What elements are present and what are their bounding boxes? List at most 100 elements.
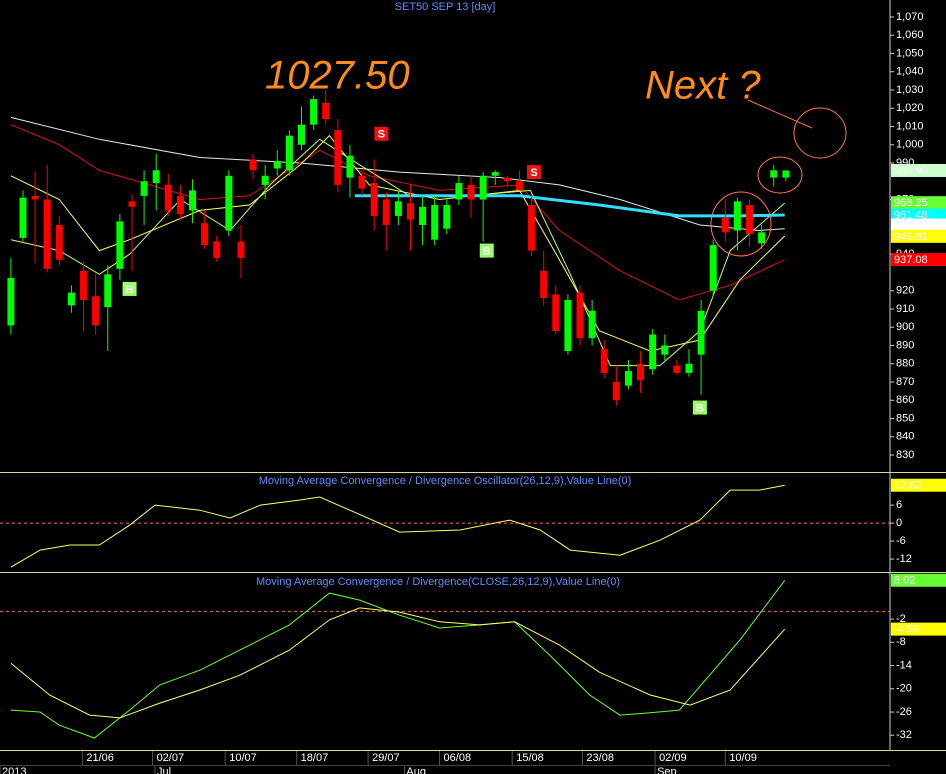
candle-body bbox=[298, 124, 306, 145]
candle-body bbox=[649, 334, 657, 370]
candle-body bbox=[189, 190, 197, 211]
last-value-label: 8.02 bbox=[894, 575, 915, 587]
last-value-label: 956.00 bbox=[894, 219, 928, 231]
candle-body bbox=[758, 232, 766, 244]
last-value-label: 961.48 bbox=[894, 209, 928, 221]
y-tick-label: -14 bbox=[896, 659, 912, 671]
candle-body bbox=[19, 197, 27, 238]
signal-label: B bbox=[483, 246, 491, 258]
candle-body bbox=[310, 99, 318, 125]
month-label: Aug bbox=[406, 766, 426, 774]
candle-body bbox=[419, 206, 427, 226]
arrow bbox=[747, 99, 813, 129]
y-tick-label: 1,070 bbox=[896, 11, 924, 23]
x-tick-label: 02/07 bbox=[157, 752, 185, 764]
y-tick-label: -26 bbox=[896, 706, 912, 718]
candle-body bbox=[322, 102, 330, 120]
candle-body bbox=[67, 292, 75, 306]
candle-body bbox=[346, 155, 354, 178]
panel-title: Moving Average Convergence / Divergence(… bbox=[256, 576, 620, 588]
candle-body bbox=[733, 201, 741, 231]
y-tick-label: 870 bbox=[896, 376, 914, 388]
x-tick-label: 02/09 bbox=[659, 752, 687, 764]
signal-marker bbox=[122, 281, 137, 296]
candle-body bbox=[140, 181, 148, 196]
candle-body bbox=[116, 221, 124, 269]
line-series bbox=[10, 484, 785, 568]
candle-body bbox=[746, 204, 754, 235]
chart-title: SET50 SEP 13 [day] bbox=[395, 1, 496, 13]
line-series bbox=[10, 124, 785, 301]
last-value-label: 985.90 bbox=[894, 165, 928, 177]
signal-label: B bbox=[126, 284, 134, 296]
y-tick-label: 880 bbox=[896, 358, 914, 370]
candle-body bbox=[552, 294, 560, 331]
candle-body bbox=[503, 177, 511, 182]
candle-body bbox=[237, 241, 245, 258]
candle-body bbox=[152, 170, 160, 184]
last-value-label: 937.08 bbox=[894, 254, 928, 266]
candle-body bbox=[55, 225, 63, 260]
candle-body bbox=[176, 195, 184, 215]
candle-body bbox=[515, 181, 523, 191]
candle-body bbox=[624, 371, 632, 386]
candle-body bbox=[697, 310, 705, 355]
y-tick-label: -20 bbox=[896, 683, 912, 695]
candle-body bbox=[685, 363, 693, 373]
y-tick-label: 1,030 bbox=[896, 84, 924, 96]
line-series bbox=[10, 138, 786, 367]
line-series bbox=[10, 580, 786, 739]
candle-body bbox=[201, 223, 209, 246]
signal-label: S bbox=[378, 129, 385, 141]
candle-body bbox=[358, 175, 366, 189]
y-tick-label: 850 bbox=[896, 412, 914, 424]
candle-body bbox=[564, 299, 572, 351]
signal-marker bbox=[527, 165, 541, 180]
candle-body bbox=[164, 184, 172, 211]
last-value-box bbox=[891, 196, 946, 210]
candle-body bbox=[285, 135, 293, 171]
annotation: 1027.50 bbox=[265, 54, 410, 98]
y-tick-label: -6 bbox=[896, 535, 906, 547]
candle-body bbox=[80, 270, 88, 300]
annotation: Next ? bbox=[645, 64, 761, 108]
candle-body bbox=[225, 175, 233, 231]
last-value-box bbox=[891, 229, 946, 243]
y-tick-label: 860 bbox=[896, 394, 914, 406]
x-tick-label: 29/07 bbox=[372, 752, 400, 764]
line-series bbox=[10, 607, 786, 719]
last-value-box bbox=[891, 163, 946, 177]
candle-body bbox=[673, 365, 681, 373]
y-tick-label: -32 bbox=[896, 729, 912, 741]
last-value-box bbox=[891, 622, 946, 636]
last-value-label: 949.81 bbox=[894, 231, 928, 243]
candle-body bbox=[406, 203, 414, 220]
candle-body bbox=[394, 201, 402, 216]
y-tick-label: 890 bbox=[896, 339, 914, 351]
last-value-box bbox=[891, 478, 946, 492]
y-tick-label: 830 bbox=[896, 449, 914, 461]
y-tick-label: 6 bbox=[896, 499, 902, 511]
last-value-label: 12.62 bbox=[894, 480, 922, 492]
highlight-circle bbox=[757, 156, 803, 194]
y-tick-label: 840 bbox=[896, 431, 914, 443]
signal-label: B bbox=[696, 402, 704, 414]
candle-body bbox=[128, 201, 136, 207]
y-tick-label: 1,060 bbox=[896, 29, 924, 41]
panel-title: Moving Average Convergence / Divergence … bbox=[259, 475, 632, 487]
last-value-label: 968.25 bbox=[894, 197, 928, 209]
last-value-box bbox=[891, 208, 946, 222]
candle-body bbox=[43, 199, 51, 269]
x-tick-label: 15/08 bbox=[516, 752, 544, 764]
candle-body bbox=[721, 217, 729, 233]
candle-body bbox=[382, 199, 390, 226]
x-tick-label: 10/07 bbox=[229, 752, 257, 764]
y-tick-label: -12 bbox=[896, 553, 912, 565]
candle-body bbox=[540, 270, 548, 299]
candle-body bbox=[782, 170, 790, 178]
last-value-box bbox=[891, 218, 946, 232]
highlight-circle bbox=[710, 191, 772, 257]
candle-body bbox=[467, 184, 475, 200]
candle-body bbox=[455, 183, 463, 200]
